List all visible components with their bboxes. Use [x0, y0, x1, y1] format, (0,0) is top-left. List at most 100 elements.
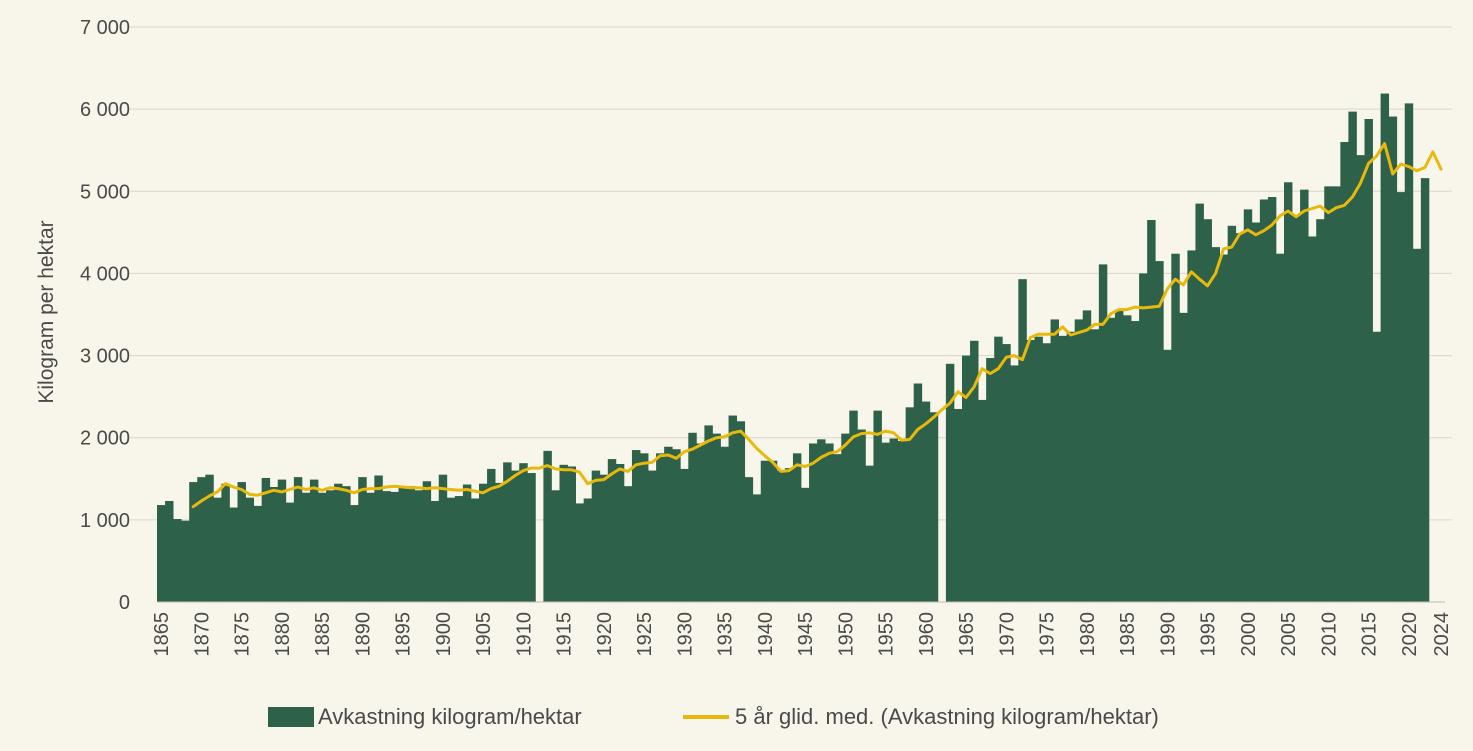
- bar-1926: [648, 470, 657, 602]
- x-tick-label: 1865: [151, 612, 173, 657]
- y-tick-label: 1 000: [80, 510, 130, 532]
- bar-1909: [511, 470, 520, 602]
- bar-1973: [1026, 339, 1035, 602]
- bar-1964: [953, 408, 963, 602]
- bar-2012: [1340, 142, 1349, 602]
- x-tick-label: 1945: [795, 612, 817, 657]
- x-tick-label: 1870: [191, 612, 213, 657]
- bar-1883: [301, 492, 311, 602]
- x-tick-label: 2005: [1278, 612, 1300, 657]
- bar-2009: [1316, 219, 1325, 602]
- bar-1898: [422, 481, 432, 602]
- bar-1900: [438, 474, 448, 602]
- bar-1999: [1235, 233, 1245, 602]
- y-tick-label: 7 000: [80, 17, 130, 39]
- bar-2022: [1420, 178, 1430, 602]
- bar-1901: [446, 497, 456, 602]
- bar-1872: [213, 497, 222, 602]
- bar-2005: [1284, 182, 1293, 602]
- bar-1868: [181, 520, 190, 602]
- bar-1897: [414, 490, 424, 602]
- x-tick-label: 1940: [755, 612, 777, 657]
- bar-1878: [261, 477, 271, 602]
- bar-1890: [358, 477, 367, 602]
- bar-1984: [1114, 309, 1124, 602]
- bar-1952: [857, 429, 866, 602]
- x-tick-label: 1955: [876, 612, 898, 657]
- bar-1940: [760, 460, 770, 602]
- bar-2003: [1267, 197, 1277, 603]
- bar-1869: [189, 482, 198, 602]
- bar-1889: [350, 505, 359, 602]
- bar-2002: [1259, 199, 1269, 602]
- bar-1920: [599, 474, 609, 602]
- bar-1970: [1002, 344, 1011, 602]
- bar-2015: [1364, 119, 1373, 602]
- bar-1939: [752, 494, 762, 602]
- x-tick-label: 2000: [1238, 612, 1260, 657]
- bar-1946: [809, 443, 818, 602]
- bar-2017: [1380, 93, 1390, 603]
- bar-1879: [269, 487, 279, 602]
- bar-1865: [157, 505, 166, 602]
- bar-1866: [165, 500, 174, 602]
- legend-item-line: 5 år glid. med. (Avkastning kilogram/hek…: [683, 700, 1159, 734]
- bar-1958: [905, 407, 915, 602]
- bar-1882: [293, 477, 303, 602]
- x-tick-label: 1985: [1117, 612, 1139, 657]
- bar-1937: [736, 421, 746, 602]
- x-tick-label: 1970: [996, 612, 1018, 657]
- x-tick-label: 1925: [634, 612, 656, 657]
- bar-2011: [1332, 186, 1341, 602]
- bar-1894: [390, 491, 399, 602]
- bar-1916: [567, 466, 576, 602]
- bar-1951: [849, 410, 858, 602]
- bar-1944: [792, 453, 802, 602]
- bar-1965: [962, 355, 971, 602]
- bar-1902: [454, 496, 464, 602]
- bar-1867: [173, 519, 182, 602]
- bar-1967: [978, 399, 987, 602]
- moving-average-polyline: [191, 142, 1443, 509]
- bar-2020: [1404, 103, 1414, 603]
- bar-1888: [342, 486, 351, 602]
- bar-1975: [1042, 343, 1051, 602]
- bar-1919: [591, 470, 601, 602]
- bar-1953: [865, 465, 874, 602]
- bar-1880: [277, 479, 287, 602]
- bar-1887: [334, 483, 343, 602]
- bar-1928: [664, 446, 673, 602]
- bar-2008: [1308, 236, 1317, 602]
- x-tick-label: 1980: [1077, 612, 1099, 657]
- bar-1957: [897, 441, 907, 602]
- y-tick-label: 2 000: [80, 428, 130, 450]
- grid-lines: [130, 26, 1452, 521]
- x-tick-label: 1990: [1157, 612, 1179, 657]
- bar-2013: [1348, 111, 1357, 602]
- bar-1972: [1018, 279, 1027, 602]
- bar-1969: [994, 336, 1003, 602]
- bar-1954: [873, 410, 882, 602]
- bar-1915: [559, 464, 568, 602]
- bar-1995: [1203, 219, 1212, 602]
- bar-1899: [430, 500, 440, 602]
- legend: Avkastning kilogram/hektar 5 år glid. me…: [0, 700, 1473, 734]
- bar-2014: [1356, 155, 1365, 602]
- bar-1917: [575, 503, 585, 602]
- bar-1986: [1131, 321, 1140, 602]
- x-tick-label: 1875: [232, 612, 254, 657]
- bar-1992: [1179, 312, 1188, 602]
- bar-1934: [712, 433, 721, 602]
- x-tick-label: 1890: [352, 612, 374, 657]
- bar-1991: [1171, 253, 1180, 602]
- x-tick-label: 1900: [433, 612, 455, 657]
- bar-1960: [921, 401, 931, 602]
- bar-1941: [768, 460, 778, 602]
- bar-1922: [615, 464, 625, 602]
- bar-1959: [913, 383, 923, 602]
- bar-1966: [970, 340, 979, 602]
- bar-1875: [237, 482, 246, 602]
- x-tick-label: 1880: [272, 612, 294, 657]
- legend-swatch-bars: [268, 707, 314, 727]
- bar-1988: [1147, 220, 1156, 603]
